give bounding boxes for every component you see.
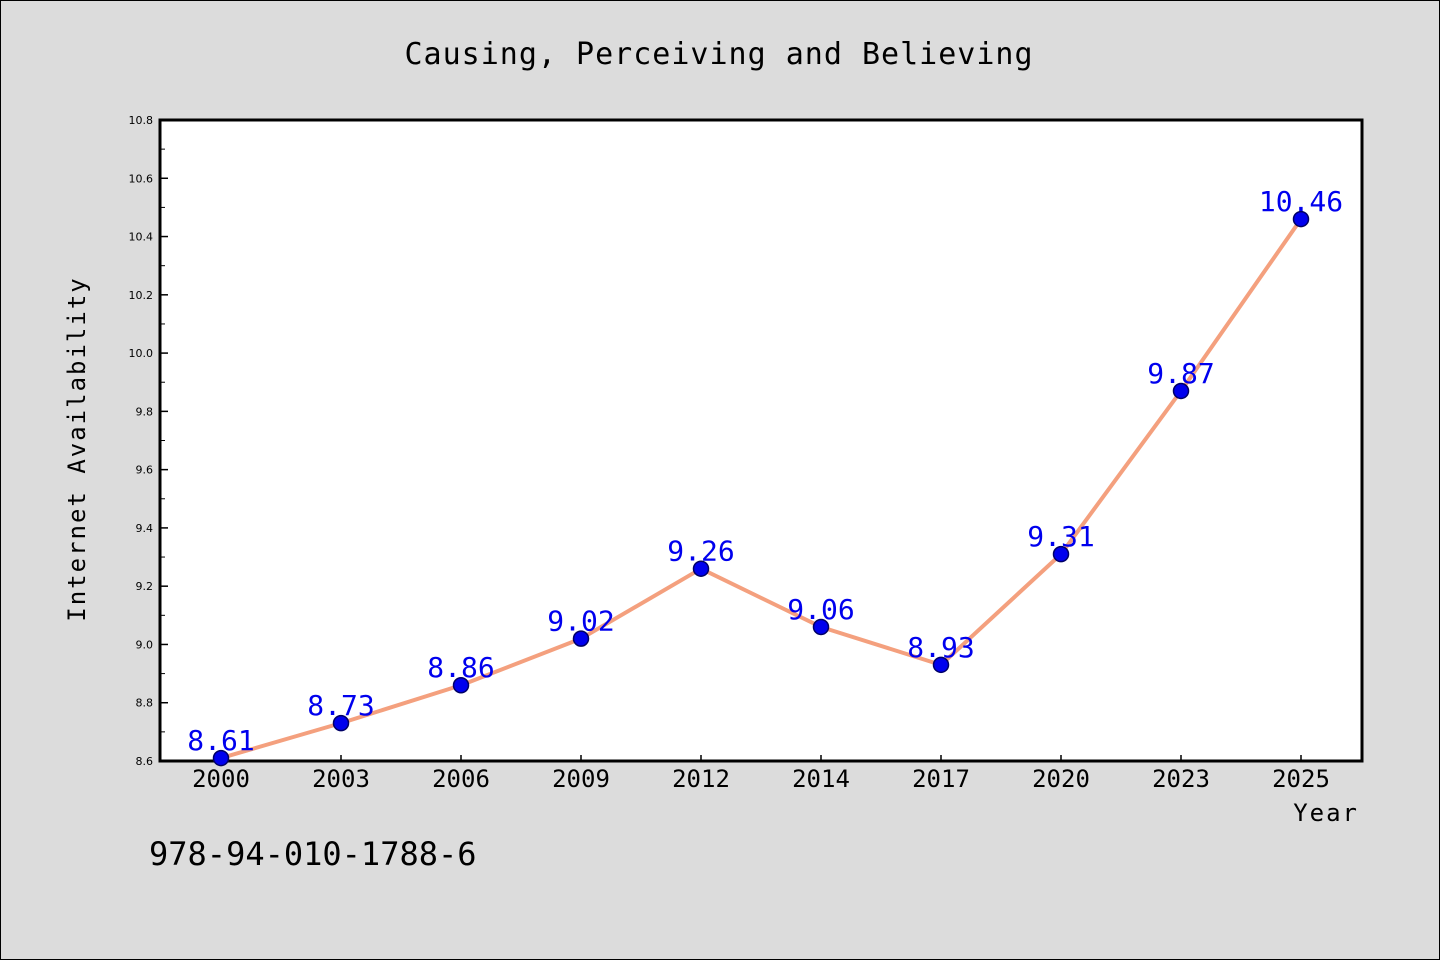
y-tick-label: 9.4 [136,522,154,535]
data-point [452,676,470,694]
y-axis: 8.6 8.8 9.0 9.2 9.4 9.6 9.8 10.0 10.2 10.4 10.6 10.… [129,114,168,768]
data-label: 10.46 [1259,185,1343,218]
y-tick-label: 10.0 [129,347,154,360]
x-tick-label: 2006 [432,765,490,793]
data-labels: 8.61 8.73 8.86 9.02 9.26 9.06 8.93 9.31 9.87 10.4… [187,185,1343,757]
x-tick-label: 2003 [312,765,370,793]
data-label: 9.26 [667,535,734,568]
chart-title: Causing, Perceiving and Believing [404,37,1033,72]
data-point [212,749,230,767]
data-point [1052,545,1070,563]
y-tick-label: 9.8 [136,405,154,418]
series-line [219,217,1303,761]
y-axis-title: Internet Availability [63,276,91,621]
y-tick-label: 10.2 [129,289,154,302]
data-label: 8.86 [427,651,494,684]
x-tick-label: 2017 [912,765,970,793]
data-point [692,560,710,577]
data-label: 9.06 [787,593,854,626]
data-label: 8.61 [187,724,254,757]
x-tick-label: 2025 [1272,765,1330,793]
y-tick-label: 10.4 [129,231,154,244]
x-tick-label: 2012 [672,765,730,793]
data-point [1172,382,1190,400]
data-markers [212,210,1310,767]
data-label: 9.31 [1027,520,1094,553]
x-tick-label: 2009 [552,765,610,793]
y-tick-label: 9.0 [136,638,154,651]
x-tick-label: 2023 [1152,765,1210,793]
x-axis-title: Year [1293,799,1359,827]
y-tick-label: 10.8 [129,114,154,127]
data-label: 9.87 [1147,357,1214,390]
plot-area [158,118,1364,763]
data-point [1292,210,1310,228]
y-tick-label: 8.6 [136,755,154,768]
y-tick-label: 9.6 [136,464,154,477]
data-point [812,618,830,636]
data-label: 8.93 [907,631,974,664]
x-tick-label: 2000 [192,765,250,793]
data-label: 8.73 [307,689,374,722]
x-tick-label: 2020 [1032,765,1090,793]
data-label: 9.02 [547,605,614,638]
x-tick-label: 2014 [792,765,850,793]
x-axis: 2000 2003 2006 2009 2012 2014 2017 2020 2023 2025 [192,755,1330,793]
data-point [932,656,950,674]
data-point [572,630,590,647]
y-tick-label: 8.8 [136,697,154,710]
y-tick-label: 9.2 [136,580,154,593]
isbn-text: 978-94-010-1788-6 [149,835,477,873]
y-tick-label: 10.6 [129,172,154,185]
data-point [332,714,350,732]
